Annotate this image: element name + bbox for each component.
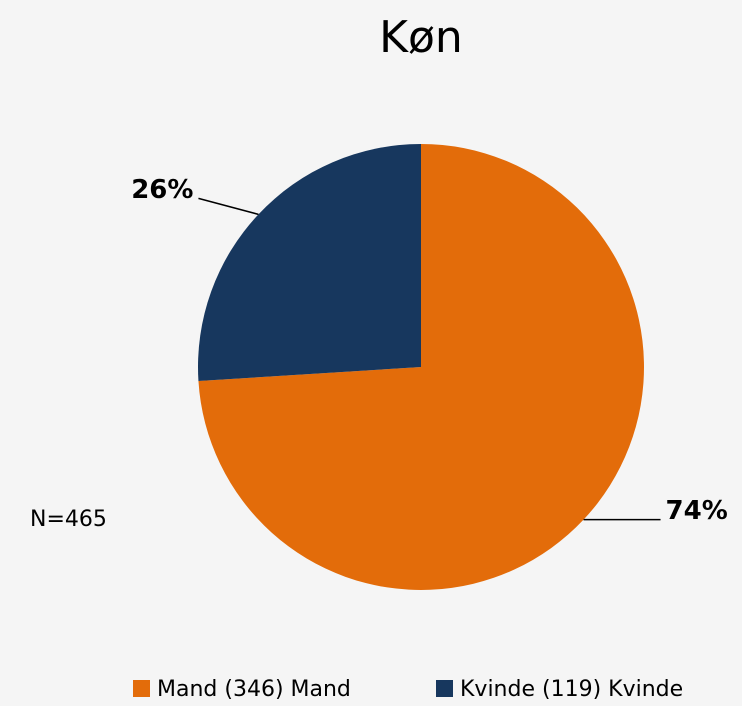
chart-title: Køn xyxy=(379,12,463,63)
legend-label: Mand (346) Mand xyxy=(157,677,351,702)
data-label: 74% xyxy=(666,496,728,526)
legend-swatch xyxy=(133,680,150,697)
legend-label: Kvinde (119) Kvinde xyxy=(460,677,683,702)
pie-slice xyxy=(197,144,421,382)
annotation: N=465 xyxy=(30,507,107,532)
data-label: 26% xyxy=(131,175,193,205)
legend-swatch xyxy=(436,680,453,697)
leader-line xyxy=(198,197,259,216)
pie-slice xyxy=(198,144,644,590)
